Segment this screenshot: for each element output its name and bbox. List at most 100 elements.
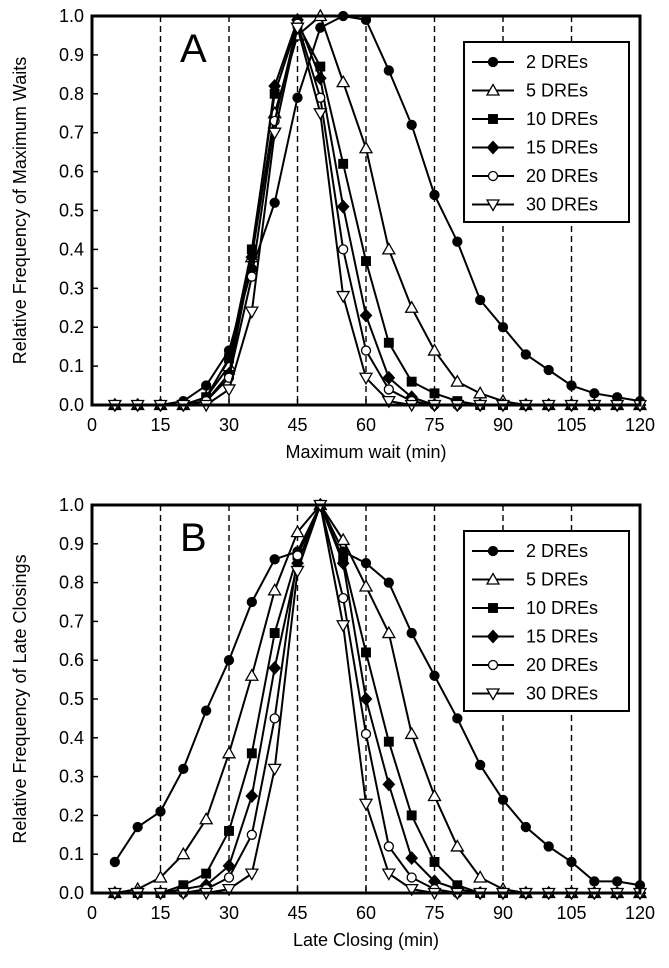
panel-b-data-point — [245, 789, 259, 803]
panel-b-y-tick-label: 0.8 — [59, 573, 84, 593]
panel-a-x-tick-label: 45 — [287, 415, 307, 435]
panel-a-data-point — [292, 92, 303, 103]
panel-a-y-tick-label: 0.3 — [59, 278, 84, 298]
panel-b-data-point — [381, 625, 396, 639]
panel-b-legend-label: 10 DREs — [526, 598, 598, 618]
panel-b-data-point — [244, 868, 259, 881]
panel-b-label: B — [180, 516, 207, 560]
panel-b-x-tick-label: 15 — [150, 903, 170, 923]
panel-b-data-point — [406, 872, 417, 883]
panel-a-legend-label: 2 DREs — [526, 52, 588, 72]
panel-b: 0 15 30 45 60 75 90 105 120 0.0 0.1 0.2 0.3 0.4 0.5 0.6… — [10, 495, 655, 950]
panel-a-x-axis-title: Maximum wait (min) — [285, 442, 446, 462]
panel-a-data-point — [269, 197, 280, 208]
panel-a-data-point — [358, 372, 374, 386]
panel-b-x-axis-title: Late Closing (min) — [293, 930, 439, 950]
panel-b-data-point — [475, 759, 486, 771]
panel-b-data-point — [543, 841, 554, 852]
panel-b-x-tick-label: 120 — [625, 903, 655, 923]
panel-b-data-point — [497, 794, 509, 806]
panel-b-data-point — [267, 763, 282, 777]
panel-b-legend-marker — [485, 572, 501, 585]
panel-a-data-point — [381, 395, 396, 409]
panel-a-legend-marker — [487, 170, 499, 182]
panel-a-data-point — [313, 108, 328, 121]
panel-b-data-point — [221, 746, 237, 759]
panel-b-legend-label: 30 DREs — [526, 684, 598, 704]
panel-b-data-point — [360, 728, 372, 740]
panel-b-data-point — [269, 554, 280, 565]
panel-a-y-tick-label: 0.9 — [59, 45, 84, 65]
panel-b-legend-marker — [485, 688, 501, 701]
panel-b-data-point — [336, 556, 350, 571]
panel-a-legend-label: 15 DREs — [526, 138, 598, 158]
panel-a-data-point — [358, 140, 374, 154]
panel-a-data-point — [520, 349, 531, 360]
panel-b-y-tick-label: 0.1 — [59, 844, 84, 864]
panel-b-legend-label: 20 DREs — [526, 655, 598, 675]
panel-b-legend-marker — [486, 629, 500, 644]
panel-a-data-point — [267, 127, 282, 141]
panel-a-x-tick-label: 30 — [219, 415, 239, 435]
panel-b-data-point — [267, 583, 282, 596]
panel-a-x-tick-label: 15 — [150, 415, 170, 435]
panel-a-data-point — [497, 322, 509, 333]
panel-a-legend: 2 DREs 5 DREs 10 DREs 15 DREs 20 DREs 30 DREs — [463, 41, 630, 223]
panel-b-x-tick-label: 0 — [87, 903, 97, 923]
panel-a-y-axis-title: Relative Frequency of Maximum Waits — [10, 57, 30, 364]
panel-b-data-point — [358, 798, 374, 812]
panel-b-data-point — [178, 763, 189, 774]
panel-b-data-point — [223, 655, 235, 666]
panel-b-data-point — [199, 811, 214, 825]
panel-a-x-tick-label: 60 — [356, 415, 376, 435]
panel-b-data-point — [132, 821, 143, 833]
panel-b-x-tick-label: 105 — [556, 903, 586, 923]
panel-b-y-tick-label: 0.5 — [59, 689, 84, 709]
panel-b-data-point — [246, 748, 257, 759]
panel-b-data-point — [290, 524, 305, 538]
panel-b-data-point — [383, 841, 394, 852]
panel-a-x-tick-label: 90 — [493, 415, 513, 435]
panel-a-x-tick-label: 75 — [424, 415, 444, 435]
panel-b-legend-marker — [487, 545, 499, 557]
panel-b-legend-box — [463, 530, 630, 712]
panel-b-data-point — [221, 883, 237, 897]
panel-a-y-tick-label: 0.6 — [59, 162, 84, 182]
panel-b-data-point — [427, 788, 442, 802]
panel-a-y-tick-label: 0.7 — [59, 123, 84, 143]
panel-a-data-point — [268, 79, 282, 93]
panel-a-data-point — [221, 384, 237, 397]
panel-b-legend: 2 DREs 5 DREs 10 DREs 15 DREs 20 DREs 30 DREs — [463, 530, 630, 712]
panel-b-data-point — [336, 532, 351, 546]
panel-b-data-point — [382, 777, 396, 792]
panel-b-data-point — [359, 692, 373, 706]
panel-b-data-point — [381, 868, 396, 881]
panel-b-data-point — [176, 846, 191, 860]
panel-b-data-point — [566, 856, 577, 868]
panel-b-data-point — [269, 713, 280, 724]
panel-a-label: A — [180, 27, 207, 71]
panel-b-data-point — [109, 856, 120, 868]
panel-a-data-point — [566, 380, 577, 391]
panel-b-data-point — [246, 829, 257, 840]
panel-a-frame — [90, 14, 642, 407]
panel-a-data-point — [383, 65, 394, 76]
panel-b-data-point — [224, 825, 234, 836]
panel-a-data-point — [382, 370, 396, 385]
panel-a-data-point — [543, 364, 554, 376]
panel-b-data-point — [520, 821, 531, 833]
panel-b-data-point — [269, 628, 280, 638]
panel-a-legend-box — [463, 41, 630, 223]
panel-b-data-point — [383, 577, 394, 588]
panel-b-y-tick-label: 0.3 — [59, 767, 84, 787]
panel-b-data-point — [336, 620, 351, 633]
panel-a-data-point — [429, 388, 440, 399]
panel-b-data-point — [406, 810, 417, 821]
panel-b-y-axis-title: Relative Frequency of Late Closings — [10, 554, 30, 843]
panel-b-data-point — [155, 806, 166, 817]
panel-a-data-point — [406, 119, 417, 131]
panel-a-data-point — [359, 308, 373, 323]
panel-b-data-point — [360, 558, 372, 569]
